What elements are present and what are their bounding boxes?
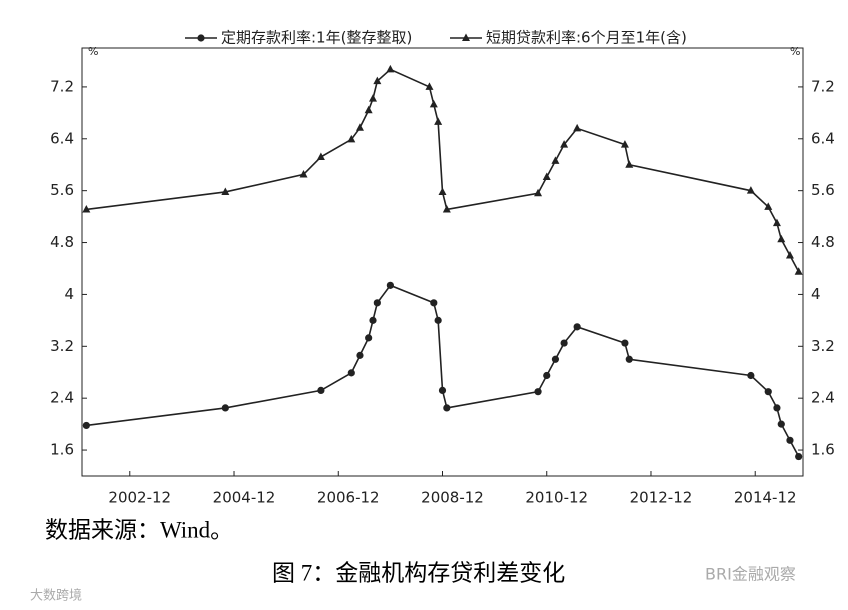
data-point — [777, 234, 786, 243]
data-point — [434, 117, 443, 125]
data-point — [386, 64, 395, 73]
data-point — [573, 323, 581, 331]
data-point — [82, 204, 91, 213]
data-point — [356, 351, 364, 359]
data-point — [365, 334, 373, 342]
data-point — [355, 123, 364, 131]
y-tick-label: 3.2 — [50, 337, 74, 355]
data-point — [534, 188, 543, 197]
data-point — [425, 82, 434, 90]
data-point — [621, 339, 629, 347]
data-point — [746, 186, 755, 194]
data-point — [438, 187, 447, 195]
data-point — [551, 156, 560, 164]
data-point — [316, 152, 325, 160]
figure-caption: 图 7：金融机构存贷利差变化 — [272, 560, 565, 585]
legend-label: 定期存款利率:1年(整存整取) — [221, 29, 412, 47]
y-tick-label: 1.6 — [50, 441, 74, 459]
y-tick-label: 4 — [64, 285, 74, 303]
data-point — [747, 371, 755, 380]
x-tick-label: 2008-12 — [421, 489, 484, 507]
data-point — [221, 187, 230, 195]
data-point — [786, 436, 794, 444]
legend-label: 短期贷款利率:6个月至1年(含) — [486, 29, 687, 47]
y-tick-label: 2.4 — [50, 389, 74, 407]
legend-marker — [462, 33, 470, 41]
data-point — [625, 355, 633, 363]
data-point — [443, 404, 451, 412]
data-point — [560, 140, 569, 148]
y2-tick-label: 3.2 — [811, 337, 835, 355]
data-point — [764, 388, 772, 396]
data-point — [560, 339, 568, 347]
data-point — [625, 160, 634, 168]
source-note: 数据来源：Wind。 — [45, 517, 233, 542]
data-point — [620, 140, 629, 148]
data-point — [772, 218, 781, 227]
data-point — [82, 421, 90, 430]
y2-tick-label: 4 — [811, 285, 821, 303]
data-point — [543, 371, 551, 380]
data-point — [386, 281, 394, 289]
x-tick-label: 2014-12 — [734, 489, 797, 507]
watermark: 大数跨境 — [30, 589, 82, 604]
series-line — [86, 284, 800, 457]
data-point — [369, 316, 377, 324]
y2-tick-label: 1.6 — [811, 441, 835, 459]
x-tick-label: 2010-12 — [525, 489, 588, 507]
data-point — [551, 355, 560, 363]
data-point — [442, 204, 451, 213]
x-tick-label: 2006-12 — [317, 489, 380, 507]
y2-tick-label: 6.4 — [811, 129, 835, 147]
x-tick-label: 2004-12 — [213, 489, 276, 507]
data-point — [299, 169, 308, 178]
data-point — [429, 99, 438, 108]
watermark: BRI金融观察 — [705, 565, 796, 584]
data-point — [221, 404, 229, 412]
y2-tick-label: 5.6 — [811, 181, 835, 199]
data-point — [773, 404, 781, 412]
data-point — [438, 386, 447, 394]
data-point — [347, 134, 356, 143]
data-point — [573, 123, 582, 132]
data-point — [369, 94, 378, 102]
y2-tick-label: 7.2 — [811, 77, 835, 95]
y-tick-label: 7.2 — [50, 77, 74, 95]
data-point — [364, 105, 373, 114]
data-point — [317, 386, 325, 394]
y-tick-label: 6.4 — [50, 129, 74, 147]
data-point — [373, 299, 381, 307]
x-tick-label: 2002-12 — [108, 489, 171, 507]
y-tick-label: 5.6 — [50, 181, 74, 199]
data-point — [777, 420, 785, 428]
data-point — [794, 267, 803, 275]
data-point — [795, 452, 803, 461]
y-unit: % — [88, 45, 98, 58]
y2-tick-label: 2.4 — [811, 389, 835, 407]
data-point — [430, 299, 438, 307]
data-point — [434, 316, 442, 324]
series-line — [86, 68, 800, 273]
y2-tick-label: 4.8 — [811, 233, 835, 251]
data-point — [764, 202, 773, 210]
data-point — [534, 388, 542, 396]
data-point — [542, 172, 551, 181]
y2-unit: % — [790, 45, 800, 58]
data-point — [347, 369, 355, 377]
data-point — [373, 76, 382, 85]
x-tick-label: 2012-12 — [630, 489, 693, 507]
legend-marker — [197, 34, 205, 42]
y-tick-label: 4.8 — [50, 233, 74, 251]
data-point — [785, 251, 794, 259]
